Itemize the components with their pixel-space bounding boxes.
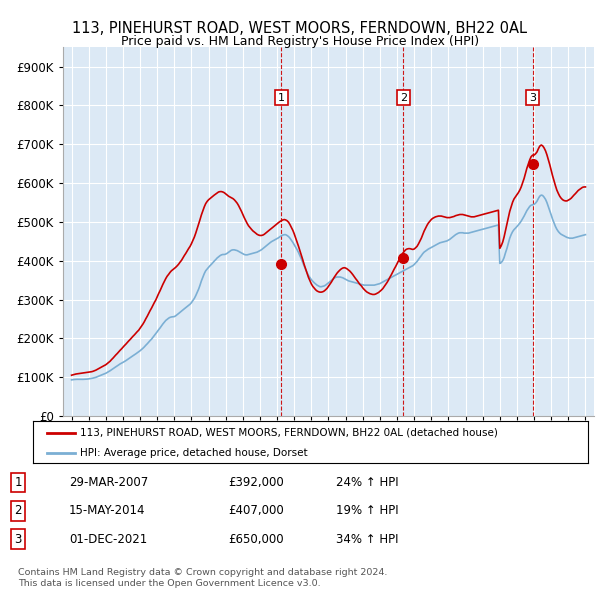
Text: 19% ↑ HPI: 19% ↑ HPI <box>336 504 398 517</box>
Text: 113, PINEHURST ROAD, WEST MOORS, FERNDOWN, BH22 0AL: 113, PINEHURST ROAD, WEST MOORS, FERNDOW… <box>73 21 527 35</box>
Text: 1: 1 <box>278 93 285 103</box>
Text: 2: 2 <box>14 504 22 517</box>
Text: 15-MAY-2014: 15-MAY-2014 <box>69 504 146 517</box>
Text: 113, PINEHURST ROAD, WEST MOORS, FERNDOWN, BH22 0AL (detached house): 113, PINEHURST ROAD, WEST MOORS, FERNDOW… <box>80 428 498 438</box>
Text: 2: 2 <box>400 93 407 103</box>
Text: HPI: Average price, detached house, Dorset: HPI: Average price, detached house, Dors… <box>80 448 308 457</box>
Text: 3: 3 <box>14 533 22 546</box>
Text: 34% ↑ HPI: 34% ↑ HPI <box>336 533 398 546</box>
Text: £392,000: £392,000 <box>228 476 284 489</box>
Text: 29-MAR-2007: 29-MAR-2007 <box>69 476 148 489</box>
Text: £407,000: £407,000 <box>228 504 284 517</box>
Text: £650,000: £650,000 <box>228 533 284 546</box>
Text: 01-DEC-2021: 01-DEC-2021 <box>69 533 147 546</box>
Text: Price paid vs. HM Land Registry's House Price Index (HPI): Price paid vs. HM Land Registry's House … <box>121 35 479 48</box>
Text: 3: 3 <box>529 93 536 103</box>
Text: Contains HM Land Registry data © Crown copyright and database right 2024.: Contains HM Land Registry data © Crown c… <box>18 568 388 576</box>
Text: 1: 1 <box>14 476 22 489</box>
Text: This data is licensed under the Open Government Licence v3.0.: This data is licensed under the Open Gov… <box>18 579 320 588</box>
Text: 24% ↑ HPI: 24% ↑ HPI <box>336 476 398 489</box>
